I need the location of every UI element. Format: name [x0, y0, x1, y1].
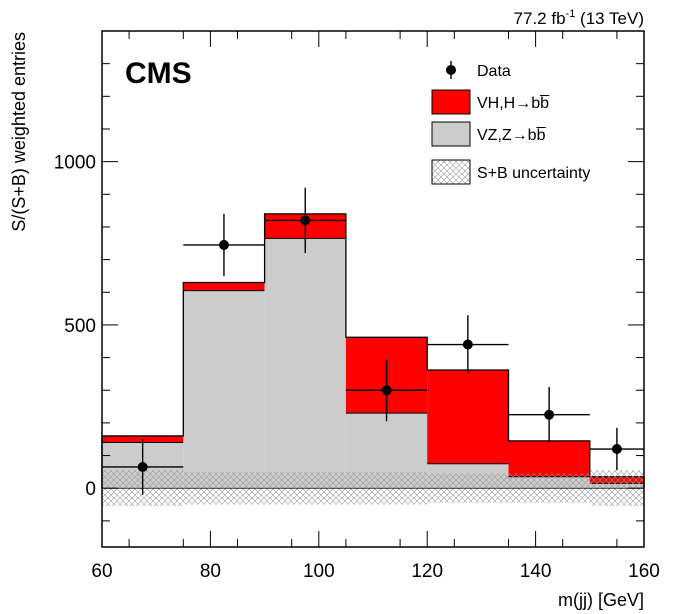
data-point-6	[611, 444, 622, 455]
data-point-2	[300, 215, 311, 226]
bar-signal-bin-5	[508, 440, 590, 477]
x-tick-label-0: 60	[91, 561, 112, 582]
stacked-histogram	[101, 213, 645, 489]
y-tick-label-0: 0	[85, 479, 96, 500]
legend-swatch-1	[431, 89, 471, 115]
bar-background-bin-2	[264, 238, 346, 489]
data-point-0	[137, 461, 148, 472]
legend-label-3: S+B uncertainty	[477, 165, 590, 182]
y-tick-label-2: 1000	[54, 153, 96, 174]
bar-signal-bin-4	[427, 369, 509, 464]
data-points	[102, 187, 644, 495]
bar-signal-bin-1	[183, 282, 265, 291]
data-point-1	[218, 239, 229, 250]
x-tick-label-5: 160	[628, 561, 660, 582]
legend-swatch-3	[431, 159, 471, 185]
x-tick-label-4: 140	[520, 561, 552, 582]
legend-label-2: VZ,Z→bb̅	[477, 126, 546, 144]
luminosity-label: 77.2 fb-1 (13 TeV)	[514, 8, 644, 28]
legend: Data VH,H→bb̅ VZ,Z→bb̅ S+B uncertainty	[431, 61, 590, 185]
x-axis-label: m(jj) [GeV]	[558, 590, 644, 610]
x-tick-label-1: 80	[200, 561, 221, 582]
data-point-4	[462, 339, 473, 350]
x-tick-label-2: 100	[303, 561, 335, 582]
plot-frame	[101, 30, 645, 548]
bar-background-bin-1	[183, 290, 265, 489]
legend-label-0: Data	[477, 63, 511, 80]
data-point-3	[381, 385, 392, 396]
axes: 60 80 100 120 140 160 0 500 1000	[54, 31, 660, 582]
legend-label-1: VH,H→bb̅	[477, 94, 550, 112]
legend-swatch-2	[431, 121, 471, 147]
data-point-5	[544, 409, 555, 420]
y-axis-label: S/(S+B) weighted entries	[9, 32, 29, 232]
stack-outline	[101, 213, 645, 489]
legend-marker-data	[446, 65, 456, 75]
x-tick-label-3: 120	[411, 561, 443, 582]
experiment-label: CMS	[125, 57, 192, 90]
y-tick-label-1: 500	[64, 316, 96, 337]
